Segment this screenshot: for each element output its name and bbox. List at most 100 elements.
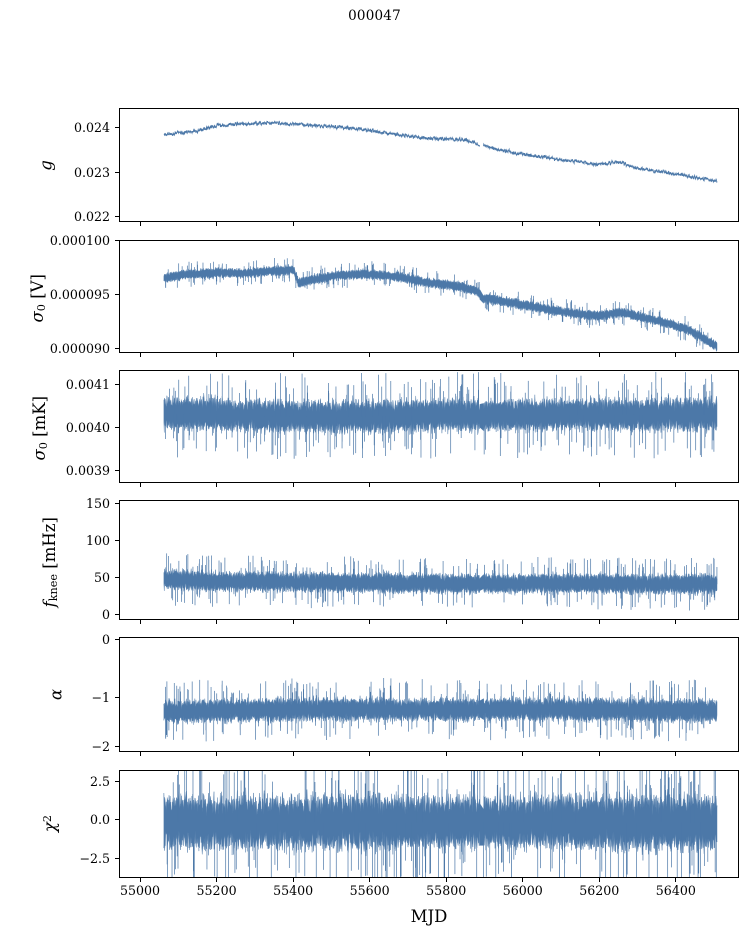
data-spikes bbox=[165, 678, 705, 741]
ytick-mark-sigma0mk-0 bbox=[115, 469, 119, 471]
xlabel: MJD bbox=[410, 907, 448, 926]
xtick-label: 56000 bbox=[502, 883, 543, 898]
xtick-mark bbox=[369, 353, 371, 357]
data-band bbox=[163, 264, 718, 352]
xtick-mark bbox=[216, 620, 218, 624]
ytick-fknee-0: 0 bbox=[101, 607, 110, 622]
panel-sigma0-v-plot bbox=[163, 241, 718, 352]
ytick-mark-fknee-3 bbox=[115, 502, 119, 504]
panel-fknee bbox=[119, 500, 739, 620]
xtick-mark bbox=[598, 353, 600, 357]
xtick-mark bbox=[522, 483, 524, 487]
panel-sigma0-v bbox=[119, 240, 739, 353]
ytick-mark-fknee-1 bbox=[115, 576, 119, 578]
xtick-mark bbox=[445, 222, 447, 226]
xtick-mark bbox=[216, 353, 218, 357]
xtick-mark bbox=[139, 878, 141, 882]
ylabel-fknee-text: fknee [mHz] bbox=[39, 517, 61, 608]
ytick-chi2-0: −2.5 bbox=[79, 851, 110, 866]
xtick-mark bbox=[292, 620, 294, 624]
ytick-sigma0v-0: 0.000090 bbox=[49, 341, 110, 356]
ytick-mark-chi2-2 bbox=[115, 780, 119, 782]
panel-alpha-plot bbox=[163, 638, 718, 751]
xtick-mark bbox=[445, 483, 447, 487]
ytick-sigma0mk-1: 0.0040 bbox=[65, 420, 110, 435]
data-band bbox=[163, 787, 718, 857]
ytick-mark-sigma0v-1 bbox=[115, 293, 119, 295]
ytick-g-2: 0.024 bbox=[73, 120, 110, 135]
xtick-mark bbox=[139, 620, 141, 624]
panel-alpha bbox=[119, 637, 739, 752]
xtick-label: 55600 bbox=[349, 883, 390, 898]
xtick-mark bbox=[369, 222, 371, 226]
xtick-mark bbox=[522, 353, 524, 357]
ytick-mark-fknee-0 bbox=[115, 613, 119, 615]
ytick-mark-g-1 bbox=[115, 171, 119, 173]
data-trace bbox=[164, 121, 717, 183]
ytick-mark-chi2-1 bbox=[115, 818, 119, 820]
data-band bbox=[163, 567, 718, 597]
xtick-mark bbox=[369, 878, 371, 882]
ytick-mark-g-2 bbox=[115, 126, 119, 128]
panel-chi2-plot bbox=[163, 771, 718, 877]
panel-sigma0-mk bbox=[119, 370, 739, 483]
xtick-mark bbox=[598, 222, 600, 226]
data-spikes bbox=[166, 258, 708, 349]
xtick-label: 55000 bbox=[120, 883, 161, 898]
ytick-sigma0v-2: 0.000100 bbox=[49, 233, 110, 248]
ytick-chi2-1: 0.0 bbox=[89, 812, 110, 827]
xtick-mark bbox=[445, 752, 447, 756]
ytick-mark-fknee-2 bbox=[115, 539, 119, 541]
xtick-mark bbox=[675, 483, 677, 487]
xtick-mark bbox=[445, 878, 447, 882]
xtick-mark bbox=[675, 620, 677, 624]
ytick-mark-sigma0mk-1 bbox=[115, 426, 119, 428]
xtick-mark bbox=[216, 483, 218, 487]
ytick-mark-sigma0v-0 bbox=[115, 347, 119, 349]
xtick-mark bbox=[292, 752, 294, 756]
xtick-mark bbox=[292, 483, 294, 487]
xtick-mark bbox=[522, 222, 524, 226]
xtick-label: 55200 bbox=[196, 883, 237, 898]
xtick-mark bbox=[369, 752, 371, 756]
ytick-mark-alpha-1 bbox=[115, 696, 119, 698]
ytick-mark-sigma0mk-2 bbox=[115, 383, 119, 385]
ytick-mark-alpha-2 bbox=[115, 638, 119, 640]
xtick-mark bbox=[522, 620, 524, 624]
xtick-mark bbox=[369, 483, 371, 487]
ytick-alpha-2: 0 bbox=[101, 632, 110, 647]
xtick-mark bbox=[675, 222, 677, 226]
ytick-g-1: 0.023 bbox=[73, 165, 110, 180]
xtick-label: 55800 bbox=[426, 883, 467, 898]
xtick-mark bbox=[139, 752, 141, 756]
xtick-mark bbox=[598, 878, 600, 882]
ytick-mark-chi2-0 bbox=[115, 857, 119, 859]
panel-fknee-plot bbox=[163, 501, 738, 619]
ytick-mark-sigma0v-2 bbox=[115, 239, 119, 241]
xtick-label: 56200 bbox=[579, 883, 620, 898]
ytick-fknee-2: 100 bbox=[85, 533, 110, 548]
ytick-sigma0mk-2: 0.0041 bbox=[65, 377, 110, 392]
panel-g bbox=[119, 108, 739, 222]
ytick-mark-alpha-0 bbox=[115, 745, 119, 747]
xtick-mark bbox=[369, 620, 371, 624]
xtick-mark bbox=[598, 620, 600, 624]
xtick-mark bbox=[675, 878, 677, 882]
xtick-mark bbox=[598, 752, 600, 756]
data-spikes bbox=[167, 771, 716, 877]
ytick-alpha-0: −2 bbox=[91, 739, 110, 754]
xtick-mark bbox=[292, 222, 294, 226]
xtick-mark bbox=[292, 878, 294, 882]
data-band bbox=[163, 694, 718, 726]
ytick-sigma0v-1: 0.000095 bbox=[49, 287, 110, 302]
xtick-mark bbox=[445, 353, 447, 357]
ytick-fknee-3: 150 bbox=[85, 496, 110, 511]
panel-sigma0-mk-plot bbox=[163, 371, 718, 482]
panel-chi2 bbox=[119, 770, 739, 878]
xtick-label: 55400 bbox=[273, 883, 314, 898]
xtick-mark bbox=[675, 353, 677, 357]
ytick-g-0: 0.022 bbox=[73, 209, 110, 224]
ytick-fknee-1: 50 bbox=[93, 570, 110, 585]
xtick-mark bbox=[522, 752, 524, 756]
